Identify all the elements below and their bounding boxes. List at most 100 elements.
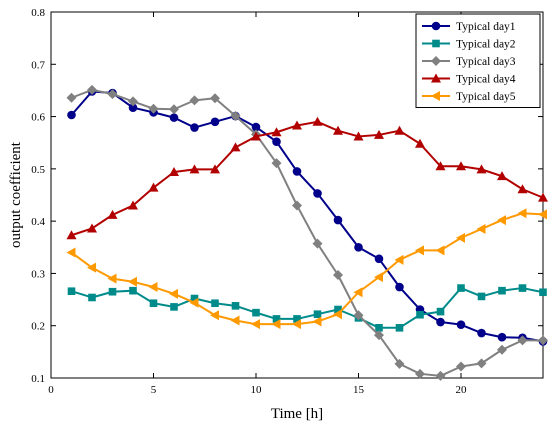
data-point <box>170 303 178 311</box>
data-point <box>148 282 158 293</box>
data-point <box>211 299 219 308</box>
data-point <box>353 310 364 321</box>
data-point <box>333 215 343 225</box>
y-tick-label: 0.3 <box>31 268 45 280</box>
data-point <box>395 282 404 292</box>
data-point <box>498 286 506 295</box>
data-point <box>66 230 77 240</box>
data-point <box>539 288 547 297</box>
legend-label: Typical day1 <box>456 21 516 33</box>
y-axis-label: output coefficient <box>8 141 24 248</box>
data-point <box>271 319 281 330</box>
data-point <box>210 117 220 127</box>
data-point <box>333 269 343 280</box>
legend-marker <box>431 91 440 101</box>
data-point <box>210 310 219 321</box>
data-point <box>476 358 487 369</box>
data-point <box>128 103 138 112</box>
data-point <box>292 319 301 330</box>
data-point <box>230 142 241 152</box>
data-point <box>251 319 260 330</box>
data-point <box>394 358 405 369</box>
data-point <box>87 223 97 233</box>
data-point <box>456 361 466 372</box>
data-point <box>87 84 97 95</box>
data-point <box>517 184 528 194</box>
data-point <box>231 302 240 310</box>
data-point <box>128 200 138 210</box>
data-point <box>375 324 383 332</box>
data-point <box>272 315 281 323</box>
data-point <box>395 324 404 332</box>
legend-marker <box>431 73 441 83</box>
data-point <box>169 104 179 115</box>
data-point <box>394 125 405 135</box>
data-point <box>456 232 465 243</box>
data-point <box>456 161 466 171</box>
data-point <box>457 284 465 292</box>
data-point <box>87 262 96 273</box>
data-point <box>313 310 322 319</box>
data-point <box>251 122 261 132</box>
data-point <box>436 307 445 316</box>
data-point <box>312 316 322 327</box>
data-point <box>128 96 138 107</box>
data-point <box>148 182 159 192</box>
data-point <box>230 111 241 122</box>
data-point <box>435 161 446 171</box>
data-point <box>517 208 527 219</box>
data-point <box>190 123 199 132</box>
y-tick-label: 0.5 <box>31 164 45 176</box>
data-point <box>190 294 199 303</box>
data-point <box>538 209 547 220</box>
data-point <box>374 254 384 264</box>
legend-marker <box>431 21 441 31</box>
data-point <box>67 287 76 296</box>
data-point <box>517 335 528 346</box>
data-point <box>497 332 507 342</box>
data-point <box>189 164 200 174</box>
data-point <box>169 288 178 299</box>
data-point <box>374 129 384 139</box>
data-point <box>272 137 281 146</box>
data-point <box>108 287 117 296</box>
data-point <box>353 131 364 141</box>
legend-label: Typical day2 <box>456 39 516 51</box>
data-point <box>477 328 486 338</box>
data-point <box>149 299 158 308</box>
x-tick-label: 10 <box>251 384 263 396</box>
legend-label: Typical day4 <box>456 74 516 86</box>
data-point <box>169 166 179 176</box>
data-point <box>230 315 240 326</box>
data-point <box>210 164 220 174</box>
data-point <box>374 330 384 341</box>
data-point <box>353 287 363 298</box>
data-point <box>538 335 548 346</box>
data-point <box>189 95 200 106</box>
legend-marker <box>431 56 441 66</box>
data-point <box>538 192 548 202</box>
data-point <box>251 131 261 141</box>
data-point <box>456 320 466 329</box>
data-point <box>107 273 117 284</box>
data-point <box>415 245 424 256</box>
y-tick-label: 0.6 <box>31 112 45 124</box>
data-point <box>476 164 487 174</box>
data-point <box>334 305 342 314</box>
data-point <box>67 110 76 120</box>
data-point <box>148 103 159 114</box>
data-point <box>477 292 486 301</box>
legend-item: Typical day3 <box>422 56 516 68</box>
data-point <box>312 238 323 249</box>
data-point <box>416 310 424 319</box>
data-point <box>293 315 301 323</box>
legend-item: Typical day2 <box>422 39 516 51</box>
legend-label: Typical day5 <box>456 91 516 103</box>
data-point <box>436 317 445 327</box>
data-point <box>333 125 343 135</box>
data-point <box>210 93 220 104</box>
legend-item: Typical day5 <box>422 91 516 103</box>
series-4 <box>66 116 548 240</box>
data-point <box>518 284 527 292</box>
